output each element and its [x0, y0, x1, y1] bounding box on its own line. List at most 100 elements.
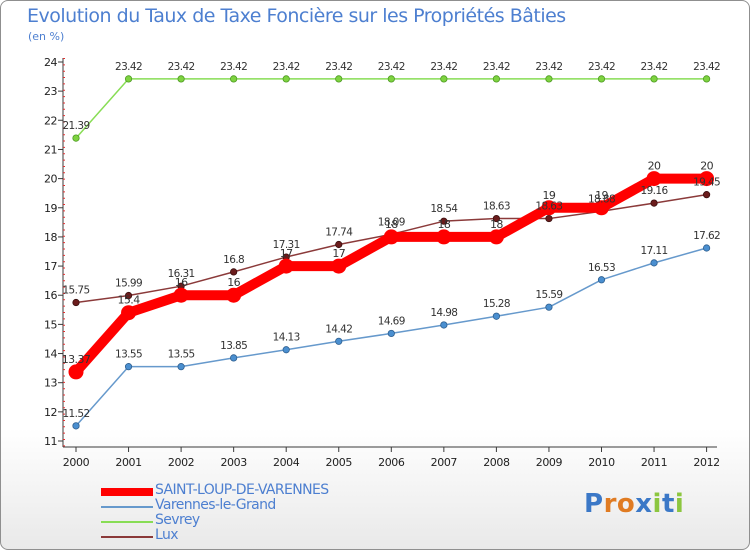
y-tick-label: 14: [44, 348, 57, 361]
data-point: [68, 364, 84, 380]
data-label: 18: [437, 218, 450, 231]
data-label: 23.42: [430, 61, 457, 73]
data-label: 16.53: [588, 262, 615, 274]
data-label: 23.42: [273, 61, 300, 73]
data-label: 15.59: [535, 289, 562, 301]
data-point: [121, 305, 137, 321]
data-label: 18.63: [535, 201, 562, 213]
x-tick-label: 2002: [168, 456, 194, 469]
x-tick-label: 2007: [431, 456, 458, 469]
data-label: 13.37: [62, 353, 91, 366]
x-tick-label: 2003: [220, 456, 247, 469]
y-tick-label: 22: [44, 114, 57, 127]
data-label: 13.55: [115, 349, 142, 361]
data-label: 23.42: [641, 61, 668, 73]
data-label: 16.8: [223, 254, 244, 266]
data-label: 19.45: [693, 177, 720, 189]
legend-label: Sevrey: [155, 512, 200, 528]
data-point: [545, 303, 553, 311]
data-point: [177, 363, 185, 371]
data-point: [650, 75, 658, 83]
x-tick-label: 2001: [115, 456, 141, 469]
y-tick-label: 24: [44, 56, 57, 69]
legend-swatch: [101, 536, 153, 538]
data-point: [173, 287, 189, 303]
data-point: [436, 229, 452, 245]
data-point: [331, 258, 347, 274]
data-label: 14.98: [430, 307, 457, 319]
logo-letter: P: [584, 489, 604, 519]
logo-letter: x: [635, 489, 653, 519]
y-tick-label: 17: [44, 260, 57, 273]
data-point: [226, 287, 242, 303]
data-point: [440, 75, 448, 83]
data-label: 18.88: [588, 193, 615, 205]
x-tick-label: 2004: [273, 456, 300, 469]
data-label: 18.63: [483, 201, 510, 213]
series-layer: [68, 75, 715, 430]
data-point: [72, 134, 80, 142]
data-label: 15.28: [483, 298, 510, 310]
x-tick-label: 2012: [693, 456, 719, 469]
data-point: [492, 214, 500, 223]
data-label: 18: [385, 218, 398, 231]
data-point: [230, 354, 238, 362]
data-label: 23.42: [693, 61, 720, 73]
data-point: [702, 244, 711, 252]
y-tick-label: 13: [44, 377, 57, 390]
data-label: 16.31: [168, 268, 195, 280]
data-label: 18.09: [378, 216, 405, 228]
x-tick-label: 2008: [483, 456, 510, 469]
legend-swatch: [101, 521, 153, 523]
data-point: [124, 363, 133, 371]
data-point: [335, 337, 343, 345]
logo-letter: o: [616, 489, 636, 519]
data-label: 19: [543, 189, 556, 202]
data-label: 14.42: [325, 323, 352, 335]
data-label: 20: [700, 160, 713, 173]
data-label: 14.69: [378, 315, 405, 327]
data-label: 15.99: [115, 278, 142, 290]
data-label: 18: [490, 218, 503, 231]
data-label: 23.42: [535, 61, 562, 73]
data-point: [488, 229, 504, 245]
data-point: [124, 75, 133, 83]
data-point: [177, 75, 185, 83]
legend-swatch: [101, 488, 153, 496]
data-point: [335, 240, 343, 249]
logo-letter: i: [652, 489, 662, 519]
data-point: [387, 75, 395, 83]
data-point: [594, 200, 609, 216]
data-label: 17.74: [325, 227, 353, 239]
data-point: [72, 298, 80, 307]
data-label: 15.75: [62, 285, 89, 297]
data-label: 23.42: [378, 61, 405, 73]
y-tick-label: 12: [44, 406, 57, 419]
y-tick-label: 15: [44, 318, 57, 331]
data-label: 18.54: [430, 203, 458, 215]
legend-label: Varennes-le-Grand: [155, 497, 276, 513]
y-tick-label: 19: [44, 202, 57, 215]
data-point: [702, 191, 711, 199]
y-tick-label: 16: [44, 289, 57, 302]
data-point: [545, 214, 553, 223]
data-label: 16: [175, 276, 188, 289]
data-label: 23.42: [220, 61, 247, 73]
data-point: [230, 75, 238, 83]
series-1: [72, 244, 711, 430]
y-tick-label: 11: [44, 435, 57, 448]
series-0: [68, 171, 715, 380]
x-tick-label: 2006: [378, 456, 405, 469]
y-tick-label: 18: [44, 231, 57, 244]
data-label: 15.4: [118, 294, 141, 307]
data-point: [699, 171, 715, 187]
data-point: [440, 321, 448, 329]
y-tick-label: 23: [44, 85, 57, 98]
y-axis-unit: (en %): [28, 30, 65, 43]
series-line: [75, 193, 708, 304]
data-point: [387, 329, 395, 338]
data-point: [541, 200, 557, 216]
data-point: [650, 259, 658, 267]
